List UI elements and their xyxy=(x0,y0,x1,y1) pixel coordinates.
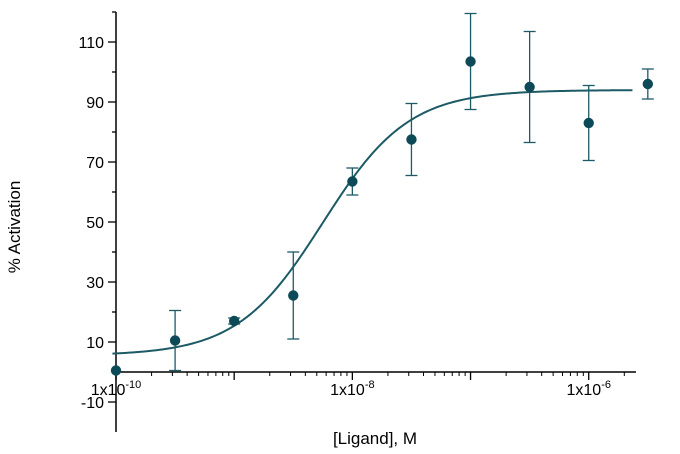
y-axis-label: % Activation xyxy=(5,181,24,274)
y-tick-label: -10 xyxy=(81,395,104,412)
x-axis-label: [Ligand], M xyxy=(333,429,417,448)
fit-curve-group xyxy=(112,89,633,355)
y-tick-label: 90 xyxy=(86,95,104,112)
data-point xyxy=(642,78,654,90)
y-tick-label: 70 xyxy=(86,155,104,172)
data-point xyxy=(228,315,240,327)
y-tick-label: 110 xyxy=(78,35,104,52)
error-bars xyxy=(169,12,654,372)
fit-curve xyxy=(112,89,633,355)
data-point xyxy=(288,290,299,301)
data-points xyxy=(110,56,654,376)
data-point xyxy=(110,365,122,376)
x-tick-label: 1x10-10 xyxy=(91,379,142,399)
data-point xyxy=(347,176,358,187)
x-tick-label: 1x10-6 xyxy=(566,379,610,399)
y-tick-label: 50 xyxy=(86,215,104,232)
y-tick-label: 10 xyxy=(86,335,104,352)
data-point xyxy=(169,335,181,346)
data-point xyxy=(524,81,535,93)
x-tick-label: 1x10-8 xyxy=(330,379,374,399)
data-point xyxy=(465,56,476,67)
data-point xyxy=(583,117,594,129)
data-point xyxy=(406,134,417,145)
y-tick-label: 30 xyxy=(86,275,104,292)
